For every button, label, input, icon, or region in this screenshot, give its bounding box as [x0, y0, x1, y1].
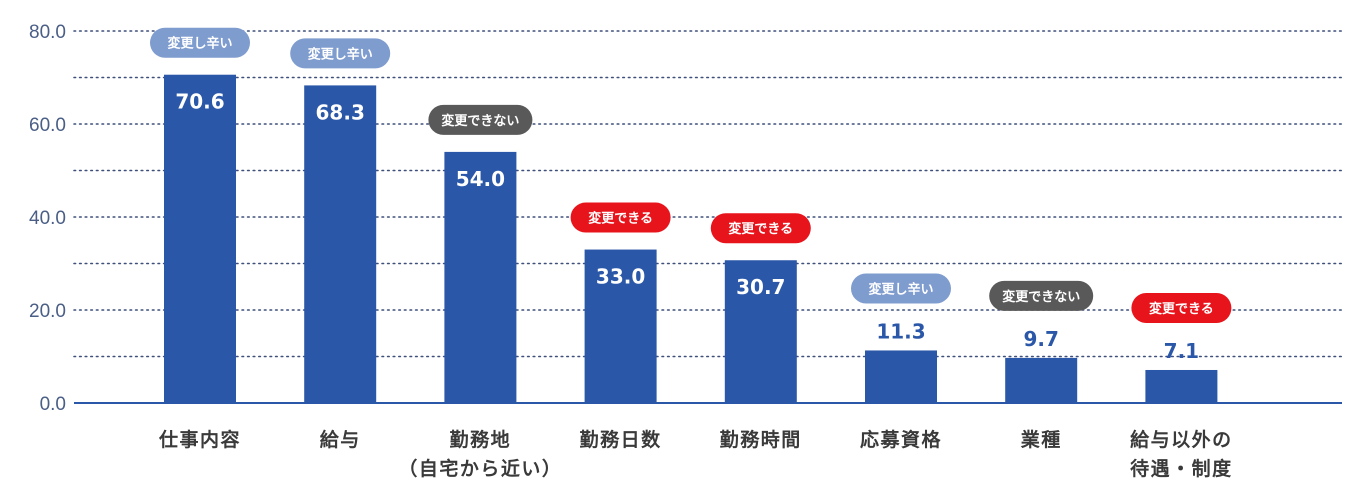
- badge: [1131, 292, 1232, 323]
- bar: [304, 85, 377, 403]
- category-label: 仕事内容: [158, 428, 241, 451]
- bar: [444, 151, 517, 403]
- category-label: 勤務日数: [580, 428, 662, 451]
- category-label: 勤務時間: [720, 428, 802, 451]
- value-label: 11.3: [876, 319, 925, 343]
- badge: [851, 273, 951, 304]
- x-axis: 仕事内容 給与 勤務地 （自宅から近い） 勤務日数 勤務時間 応募資格 業種 給与以外の待遇・制…: [74, 402, 1342, 480]
- bar: [584, 249, 657, 403]
- category-label: 勤務地: [450, 428, 512, 451]
- badge-label: 変更し辛い: [868, 281, 933, 297]
- y-tick-label: 60.0: [29, 115, 66, 136]
- badge-label: 変更できる: [1149, 301, 1214, 317]
- bar: [1145, 369, 1218, 403]
- y-tick-label: 20.0: [29, 301, 66, 322]
- value-label: 9.7: [1023, 327, 1058, 351]
- value-labels: 70.6 68.3 54.0 33.0 30.7 11.3 9.7 7.1: [175, 90, 1199, 363]
- badge: [710, 213, 811, 244]
- value-label: 68.3: [316, 100, 365, 124]
- category-label: 給与以外の: [1130, 428, 1233, 451]
- badge-label: 変更し辛い: [308, 46, 373, 62]
- y-axis: 0.0 20.0 40.0 60.0 80.0: [29, 22, 66, 415]
- category-label: 業種: [1020, 428, 1062, 451]
- category-label: 待遇・制度: [1130, 457, 1233, 480]
- badge: [428, 104, 533, 135]
- gridlines: [73, 30, 1343, 358]
- bar: [164, 74, 236, 404]
- bar: [1005, 357, 1078, 403]
- category-label: 給与: [320, 428, 361, 451]
- bar: [865, 350, 937, 403]
- badge-label: 変更できない: [1002, 289, 1080, 305]
- badge: [290, 38, 391, 69]
- badge: [570, 202, 671, 233]
- badge: [150, 27, 250, 58]
- y-tick-label: 0.0: [40, 394, 66, 415]
- badge-label: 変更できる: [728, 221, 793, 237]
- value-label: 70.6: [175, 90, 224, 114]
- badge-label: 変更し辛い: [167, 36, 232, 52]
- category-label: 応募資格: [860, 428, 942, 451]
- value-label: 30.7: [736, 275, 785, 299]
- badge: [989, 280, 1094, 311]
- bars: [164, 74, 1218, 404]
- value-label: 54.0: [456, 167, 505, 191]
- bar: [724, 260, 797, 403]
- value-label: 7.1: [1164, 339, 1199, 363]
- category-label: （自宅から近い）: [398, 457, 562, 480]
- value-label: 33.0: [596, 265, 645, 289]
- y-tick-label: 80.0: [29, 22, 66, 43]
- badge-label: 変更できない: [441, 113, 519, 129]
- y-tick-label: 40.0: [29, 208, 66, 229]
- badge-label: 変更できる: [588, 211, 653, 227]
